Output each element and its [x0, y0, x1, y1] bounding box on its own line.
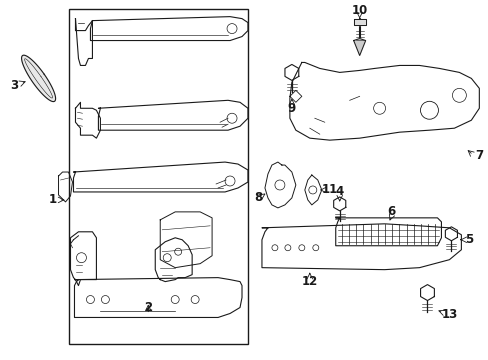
Text: 10: 10: [351, 4, 367, 17]
Text: 13: 13: [440, 308, 457, 321]
Polygon shape: [353, 19, 365, 24]
Polygon shape: [353, 39, 365, 55]
Bar: [68, 9, 247, 345]
Text: 7: 7: [474, 149, 483, 162]
Text: 3: 3: [11, 79, 19, 92]
Text: 5: 5: [464, 233, 472, 246]
Text: 9: 9: [287, 102, 295, 115]
Polygon shape: [21, 55, 56, 102]
Text: 2: 2: [144, 301, 152, 314]
Text: 6: 6: [386, 205, 395, 219]
Text: 4: 4: [335, 185, 343, 198]
Text: 12: 12: [301, 275, 317, 288]
Text: 11: 11: [321, 184, 337, 197]
Text: 1: 1: [48, 193, 57, 206]
Text: 8: 8: [253, 192, 262, 204]
